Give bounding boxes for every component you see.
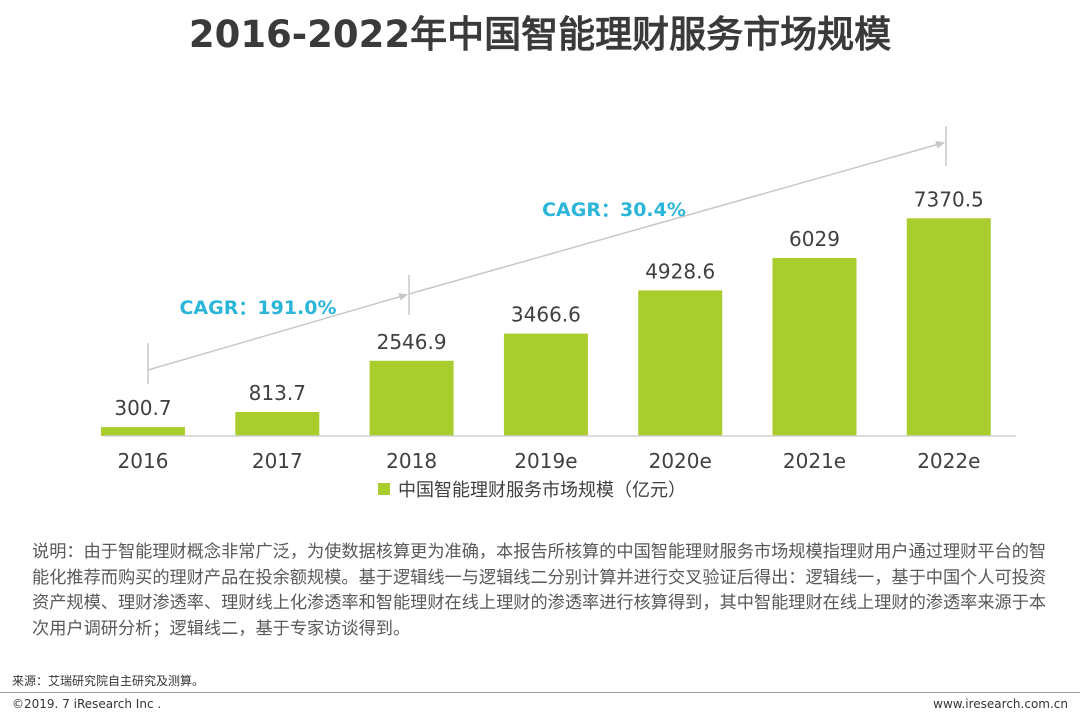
value-label-2017: 813.7 xyxy=(249,381,306,405)
category-label-2020e: 2020e xyxy=(649,449,712,473)
value-label-2022e: 7370.5 xyxy=(914,187,984,211)
value-label-2019e: 3466.6 xyxy=(511,303,581,327)
bar-2018 xyxy=(369,360,454,436)
page-title: 2016-2022年中国智能理财服务市场规模 xyxy=(188,13,892,56)
footer-divider xyxy=(0,692,1080,693)
category-label-2021e: 2021e xyxy=(783,449,846,473)
category-label-2017: 2017 xyxy=(252,449,303,473)
bar-2017 xyxy=(235,411,320,436)
category-label-2016: 2016 xyxy=(118,449,169,473)
legend-swatch xyxy=(378,483,390,495)
bar-chart: 300.7 813.7 2546.9 3466.6 4928.6 6029 7370.5 2… xyxy=(101,126,1016,473)
source-note: 来源：艾瑞研究院自主研究及测算。 xyxy=(12,674,205,688)
bar-2019e xyxy=(503,333,588,436)
value-labels-group: 300.7 813.7 2546.9 3466.6 4928.6 6029 7370.5 xyxy=(114,187,983,420)
category-label-2022e: 2022e xyxy=(917,449,980,473)
value-label-2018: 2546.9 xyxy=(377,330,447,354)
cagr-label-1: CAGR：191.0% xyxy=(179,297,336,319)
value-label-2021e: 6029 xyxy=(789,227,840,251)
category-labels-group: 2016 2017 2018 2019e 2020e 2021e 2022e xyxy=(118,449,981,473)
cagr-annotations-group: CAGR：191.0% CAGR：30.4% xyxy=(147,126,947,384)
bars-group xyxy=(101,218,991,436)
copyright-text: ©2019. 7 iResearch Inc . xyxy=(12,697,162,711)
bar-2020e xyxy=(638,290,723,436)
category-label-2019e: 2019e xyxy=(514,449,577,473)
cagr-label-2: CAGR：30.4% xyxy=(542,199,686,221)
chart-legend: 中国智能理财服务市场规模（亿元） xyxy=(378,476,686,502)
bar-2021e xyxy=(772,257,857,436)
bar-2022e xyxy=(906,218,991,436)
legend-label: 中国智能理财服务市场规模（亿元） xyxy=(398,480,686,501)
value-label-2016: 300.7 xyxy=(114,396,171,420)
explanatory-note: 说明：由于智能理财概念非常广泛，为使数据核算更为准确，本报告所核算的中国智能理财… xyxy=(32,542,1047,639)
cagr-arrow-1 xyxy=(147,292,408,371)
value-label-2020e: 4928.6 xyxy=(645,259,715,283)
category-label-2018: 2018 xyxy=(386,449,437,473)
cagr-arrow-2 xyxy=(408,140,945,295)
website-link: www.iresearch.com.cn xyxy=(933,697,1068,711)
bar-2016 xyxy=(101,427,185,436)
